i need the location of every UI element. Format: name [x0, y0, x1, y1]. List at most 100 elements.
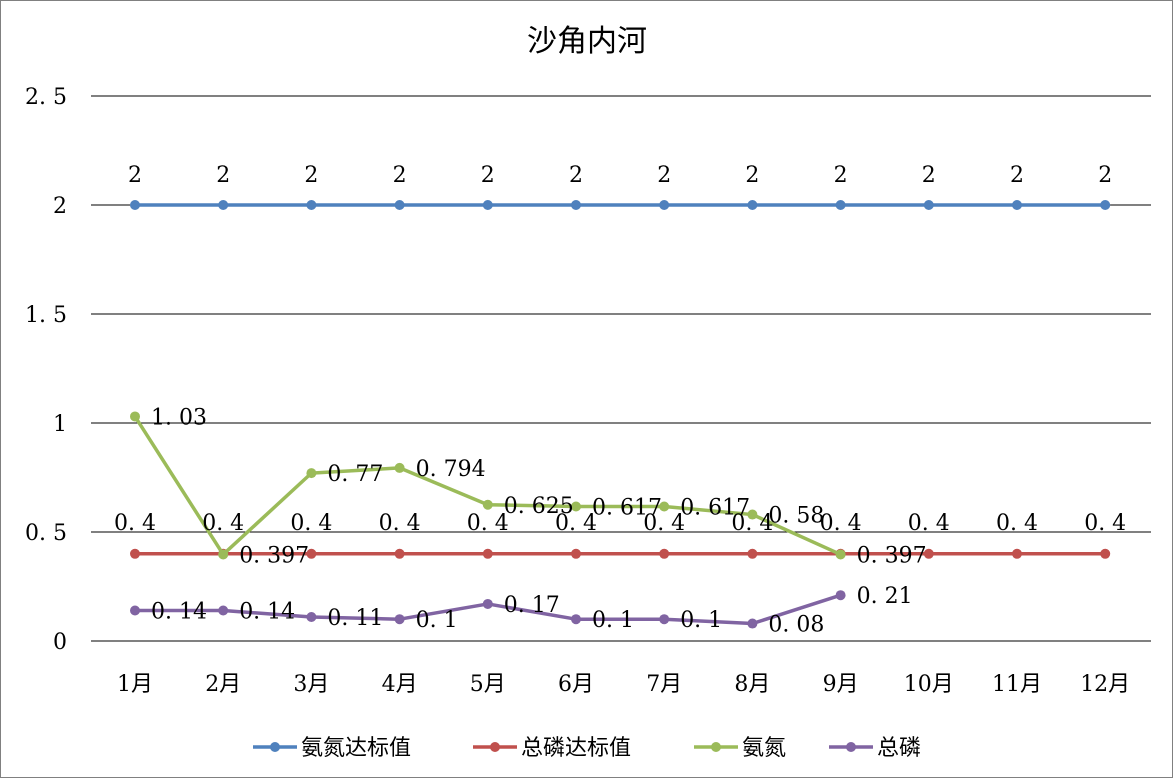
data-labels: 2 2 2 2 2 2 2 2 2 2 2 2 0. 4 0. 4 0. 4 0. 4 0. 4 0. 4 0. 4… — [114, 163, 1126, 638]
y-tick-label: 1 — [53, 412, 67, 437]
data-label: 2 — [1010, 163, 1024, 188]
x-tick-label: 3月 — [293, 672, 329, 697]
data-point — [130, 548, 140, 559]
data-point — [482, 548, 493, 559]
legend-swatch-marker — [270, 742, 280, 752]
data-point — [571, 200, 581, 210]
data-label: 0. 4 — [290, 511, 332, 536]
data-label: 0. 08 — [768, 613, 824, 638]
data-point — [659, 200, 670, 210]
x-axis-ticks: 1月 2月 3月 4月 5月 6月 7月 8月 9月 10月 11月 12月 — [117, 672, 1130, 697]
chart-title: 沙角内河 — [527, 24, 647, 59]
legend-swatch-marker — [711, 742, 721, 752]
x-tick-label: 4月 — [382, 672, 418, 697]
legend-label: 氨氮达标值 — [301, 736, 411, 761]
data-point — [218, 200, 229, 210]
data-label: 2 — [922, 163, 936, 188]
data-point — [482, 598, 493, 609]
data-label: 0. 1 — [416, 608, 458, 633]
data-point — [306, 612, 317, 623]
data-label: 2 — [834, 163, 848, 188]
x-tick-label: 11月 — [992, 672, 1042, 697]
legend-label: 总磷 — [877, 736, 921, 761]
data-point — [747, 618, 758, 629]
data-point — [482, 499, 493, 510]
x-tick-label: 9月 — [823, 672, 859, 697]
legend-label: 总磷达标值 — [521, 736, 631, 761]
data-point — [571, 548, 581, 559]
data-label: 0. 617 — [680, 495, 750, 520]
x-tick-label: 5月 — [470, 672, 506, 697]
data-label: 0. 4 — [114, 511, 156, 536]
data-point — [659, 614, 670, 625]
data-label: 0. 17 — [504, 593, 560, 618]
data-point — [1100, 548, 1111, 559]
data-label: 0. 1 — [680, 608, 722, 633]
data-label: 0. 14 — [151, 599, 207, 624]
y-tick-label: 2. 5 — [25, 85, 67, 110]
x-tick-label: 7月 — [646, 672, 682, 697]
y-tick-label: 0. 5 — [25, 521, 67, 546]
data-label: 0. 4 — [996, 511, 1038, 536]
data-point — [923, 548, 934, 559]
legend: 氨氮达标值 总磷达标值 氨氮 总磷 — [253, 736, 921, 761]
data-label: 0. 4 — [820, 511, 862, 536]
x-tick-label: 12月 — [1080, 672, 1130, 697]
data-point — [306, 468, 317, 479]
data-label: 0. 4 — [555, 511, 597, 536]
data-point — [482, 200, 493, 210]
data-point — [1012, 548, 1022, 559]
data-label: 0. 21 — [857, 584, 913, 609]
data-label: 0. 77 — [327, 462, 383, 487]
data-label: 0. 58 — [768, 504, 824, 529]
data-label: 0. 4 — [379, 511, 421, 536]
x-tick-label: 1月 — [117, 672, 153, 697]
y-tick-label: 1. 5 — [25, 303, 67, 328]
data-label: 0. 4 — [908, 511, 950, 536]
data-point — [747, 509, 758, 520]
data-label: 1. 03 — [151, 405, 207, 430]
data-point — [571, 614, 581, 625]
data-point — [394, 548, 405, 559]
data-point — [1100, 200, 1111, 210]
data-point — [218, 605, 229, 616]
data-label: 0. 4 — [1084, 511, 1126, 536]
y-tick-label: 0 — [53, 630, 67, 655]
data-point — [218, 549, 229, 560]
data-point — [923, 200, 934, 210]
data-label: 2 — [128, 163, 142, 188]
x-tick-label: 2月 — [205, 672, 241, 697]
data-label: 2 — [304, 163, 318, 188]
data-point — [659, 548, 670, 559]
data-label: 0. 4 — [643, 511, 685, 536]
data-label: 0. 625 — [504, 494, 574, 519]
data-point — [130, 605, 140, 616]
data-label: 0. 14 — [239, 599, 295, 624]
legend-label: 氨氮 — [742, 736, 786, 761]
data-point — [306, 200, 317, 210]
data-label: 0. 11 — [327, 606, 383, 631]
data-point — [659, 501, 670, 512]
data-point — [1012, 200, 1022, 210]
data-point — [835, 549, 846, 560]
data-label: 2 — [393, 163, 407, 188]
data-point — [835, 200, 846, 210]
data-label: 2 — [1098, 163, 1112, 188]
data-point — [394, 462, 405, 473]
data-label: 2 — [745, 163, 759, 188]
legend-swatch-marker — [846, 742, 856, 752]
data-label: 0. 397 — [857, 543, 927, 568]
data-label: 0. 397 — [239, 543, 309, 568]
data-point — [571, 501, 581, 512]
data-label: 0. 4 — [731, 511, 773, 536]
data-point — [130, 200, 140, 210]
series-group — [130, 200, 1111, 629]
data-label: 0. 794 — [416, 457, 486, 482]
data-point — [747, 548, 758, 559]
x-tick-label: 10月 — [904, 672, 954, 697]
y-tick-label: 2 — [53, 194, 67, 219]
data-label: 2 — [481, 163, 495, 188]
data-point — [394, 200, 405, 210]
